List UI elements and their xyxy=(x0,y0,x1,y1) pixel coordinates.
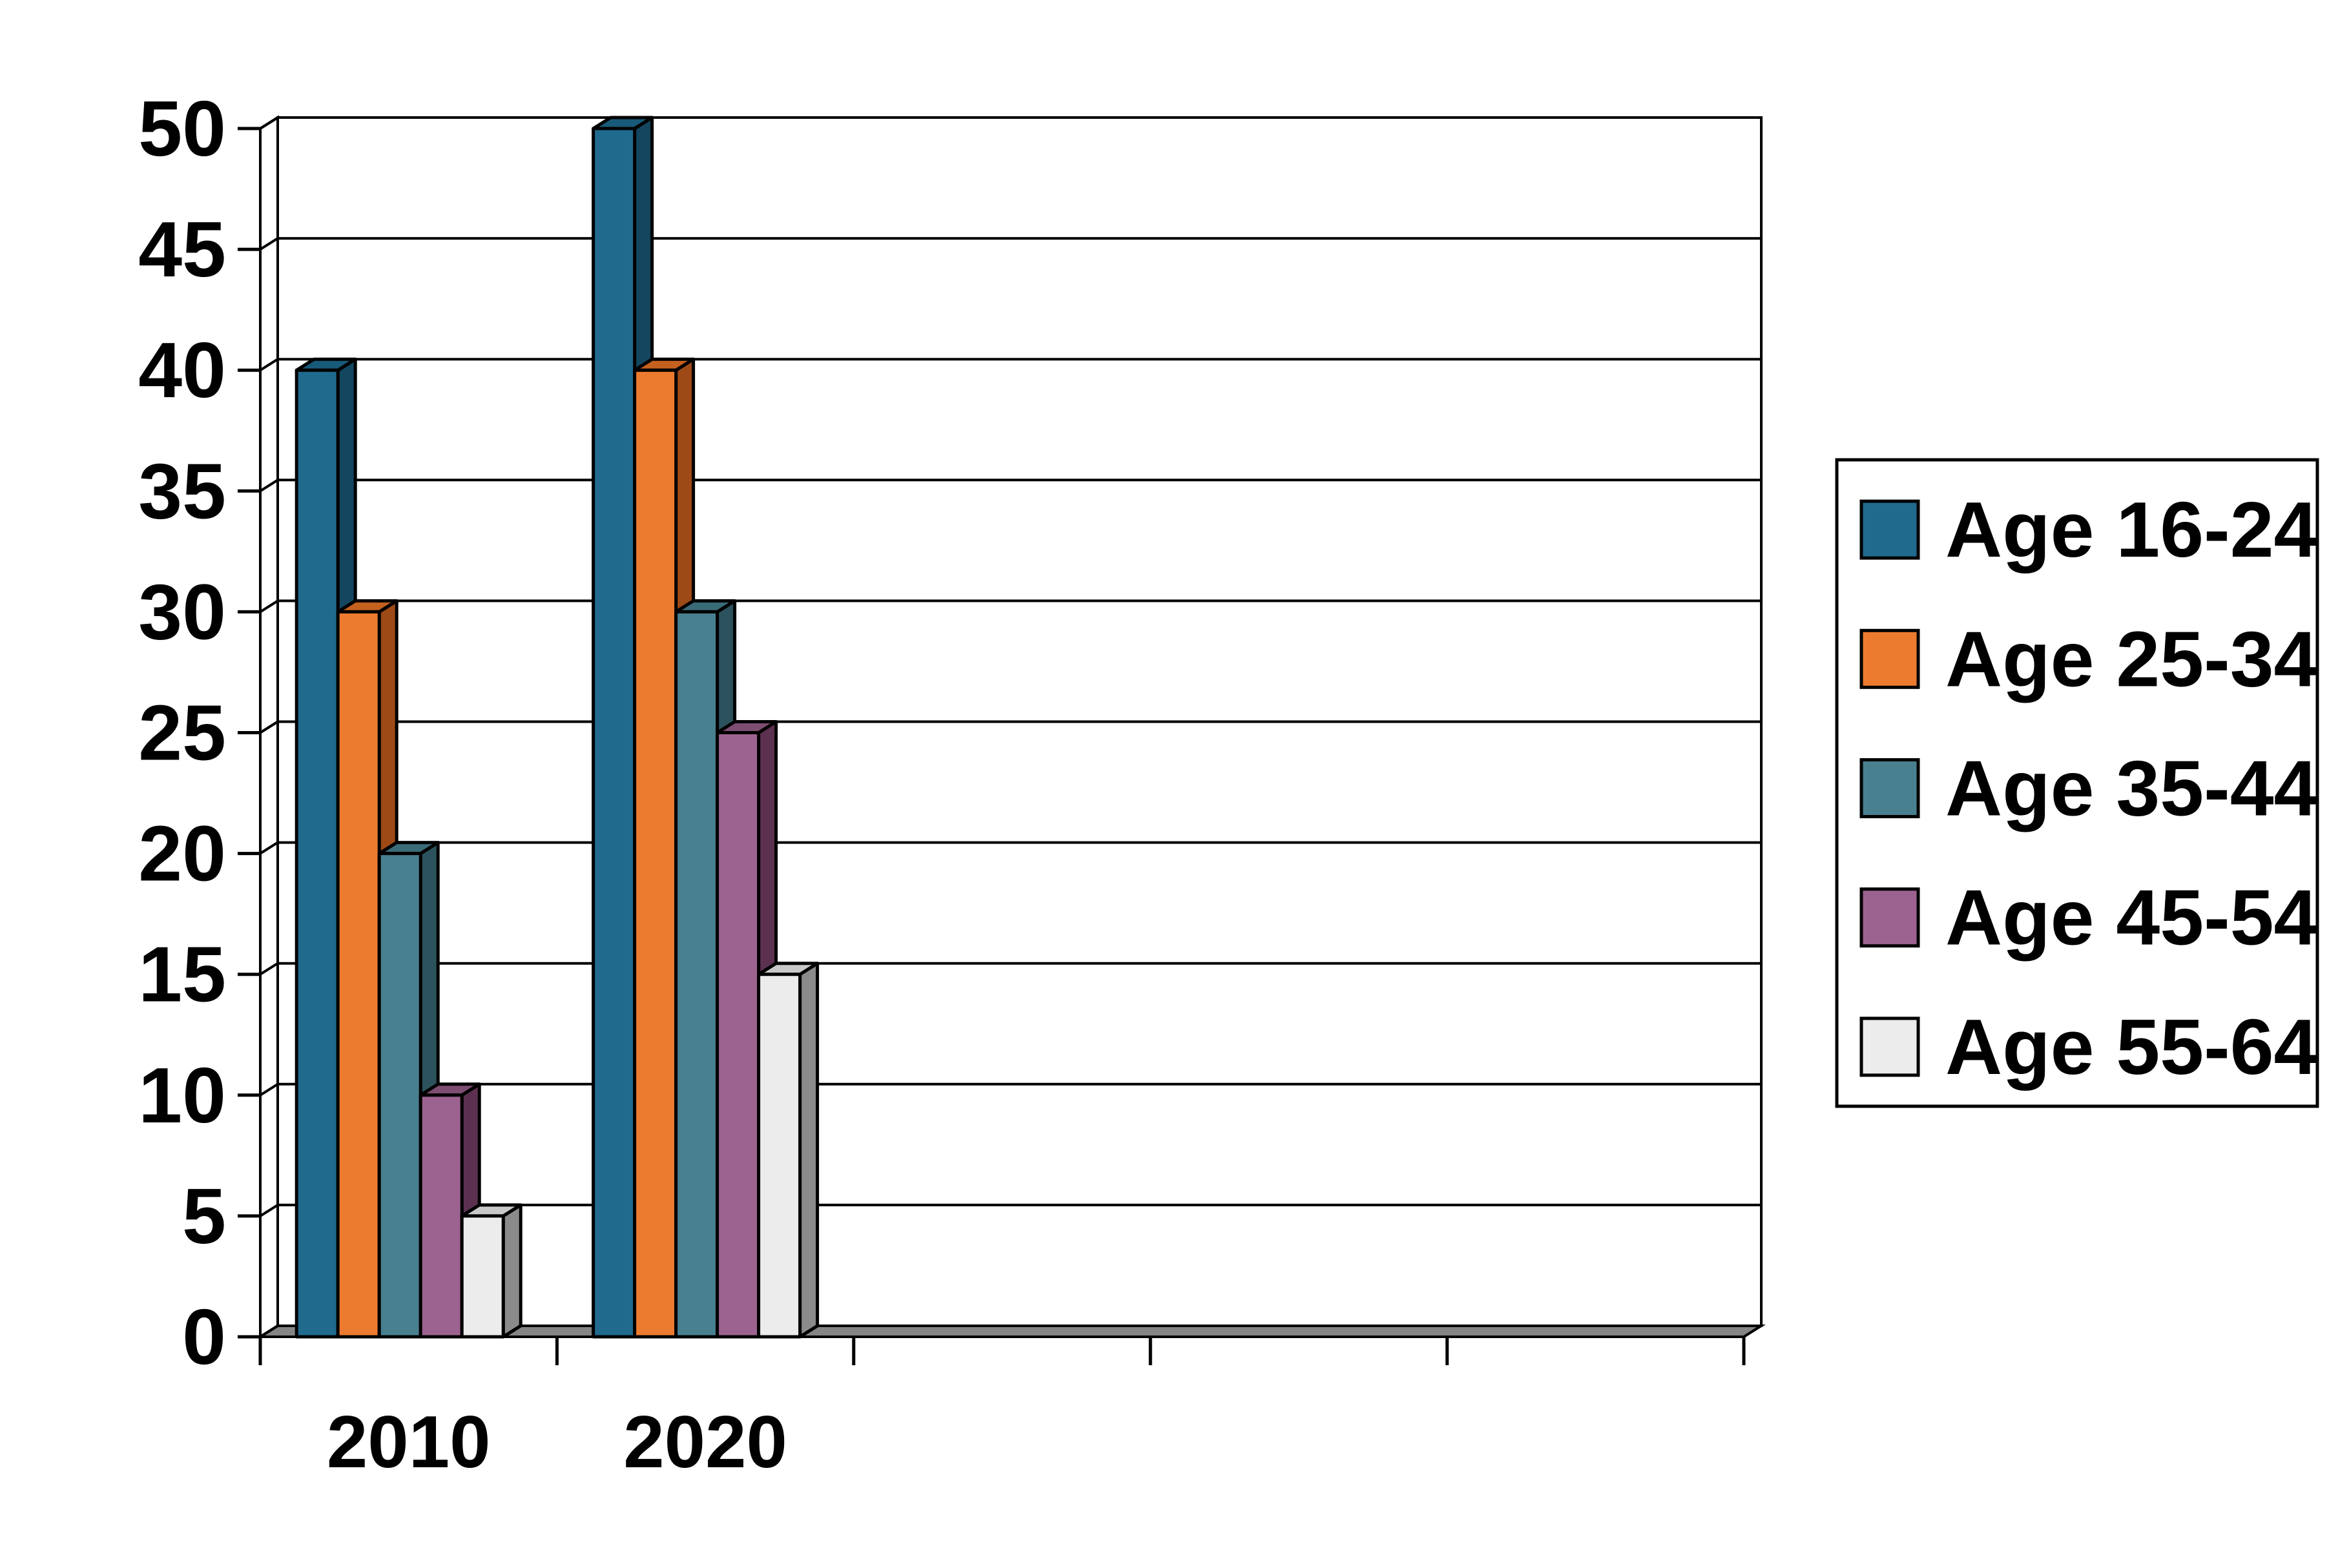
bar-group-2020 xyxy=(592,116,820,1339)
y-axis-label: 40 xyxy=(138,326,226,414)
y-axis-label: 5 xyxy=(182,1172,226,1260)
legend-swatch xyxy=(1859,1016,1920,1077)
legend-label: Age 45-54 xyxy=(1945,874,2318,962)
left-wall-depth-line xyxy=(259,841,279,855)
left-wall-depth-line xyxy=(259,720,279,734)
y-axis-label: 0 xyxy=(182,1293,226,1381)
bar-2020-age-55-64 xyxy=(757,962,820,1339)
bar-group-2010 xyxy=(295,357,523,1339)
x-axis-label: 2010 xyxy=(327,1401,491,1483)
left-wall-depth-line xyxy=(259,1083,279,1097)
legend-label: Age 35-44 xyxy=(1945,745,2318,832)
bar-2020-age-45-54 xyxy=(716,720,778,1339)
y-axis-label: 15 xyxy=(138,931,226,1018)
legend-box xyxy=(1835,458,2319,1108)
y-axis-label: 25 xyxy=(138,689,226,777)
x-axis-label: 2020 xyxy=(623,1401,787,1483)
legend-item: Age 25-34 xyxy=(1859,615,2318,703)
legend-swatch xyxy=(1859,887,1920,948)
bar-front-face xyxy=(633,368,678,1339)
legend-item: Age 55-64 xyxy=(1859,1003,2318,1091)
left-wall-depth-line xyxy=(259,237,279,251)
legend-label: Age 25-34 xyxy=(1945,615,2318,703)
legend: Age 16-24 Age 25-34 Age 35-44 Age 45-54 Age … xyxy=(1835,458,2319,1108)
bar-front-face xyxy=(460,1214,505,1339)
y-axis-label: 10 xyxy=(138,1051,226,1139)
legend-item: Age 35-44 xyxy=(1859,745,2318,832)
left-wall-depth-line xyxy=(259,599,279,614)
bar-front-face xyxy=(419,1093,464,1339)
bar-front-face xyxy=(716,731,761,1339)
legend-label: Age 55-64 xyxy=(1945,1003,2318,1091)
left-wall-depth-line xyxy=(259,1204,279,1217)
y-axis-label: 35 xyxy=(138,447,226,535)
legend-swatch xyxy=(1859,499,1920,560)
bar-side-face xyxy=(798,962,820,1339)
bar-front-face xyxy=(295,368,340,1339)
bar-front-face xyxy=(592,127,637,1339)
y-axis-label: 45 xyxy=(138,205,226,293)
bar-front-face xyxy=(377,852,422,1339)
left-wall-depth-line xyxy=(259,479,279,492)
legend-swatch xyxy=(1859,758,1920,819)
bar-side-face xyxy=(501,1203,523,1339)
legend-swatch xyxy=(1859,628,1920,689)
y-axis-label: 20 xyxy=(138,810,226,898)
y-axis-label: 30 xyxy=(138,568,226,655)
legend-item: Age 45-54 xyxy=(1859,874,2318,962)
legend-label: Age 16-24 xyxy=(1945,486,2318,573)
left-wall-depth-line xyxy=(259,358,279,371)
bar-front-face xyxy=(336,610,381,1339)
bar-front-face xyxy=(674,610,719,1339)
bar-2010-age-55-64 xyxy=(460,1203,523,1339)
bar-front-face xyxy=(757,973,802,1339)
left-wall-depth-line xyxy=(259,962,279,976)
y-axis-label: 50 xyxy=(138,85,226,172)
legend-item: Age 16-24 xyxy=(1859,486,2318,573)
